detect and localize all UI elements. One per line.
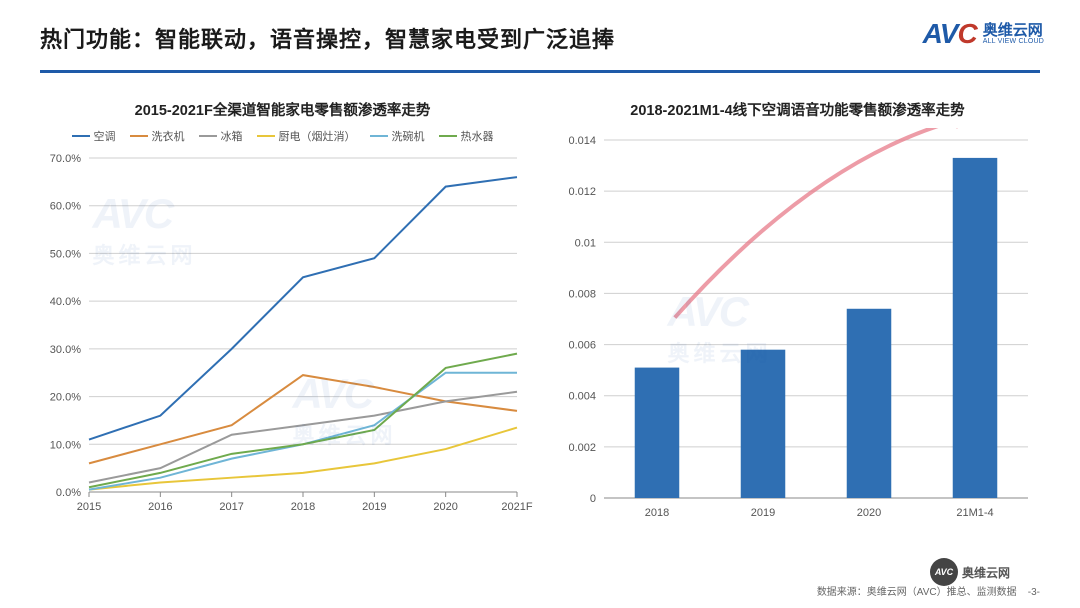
svg-text:2016: 2016: [148, 501, 172, 513]
legend-item: 洗碗机: [370, 128, 425, 144]
svg-text:0.01: 0.01: [574, 237, 595, 249]
legend-item: 厨电（烟灶消）: [257, 128, 356, 144]
svg-text:30.0%: 30.0%: [49, 344, 80, 356]
svg-text:2019: 2019: [362, 501, 386, 513]
badge-text: 奥维云网: [962, 564, 1010, 581]
page-title: 热门功能：智能联动，语音操控，智慧家电受到广泛追捧: [40, 22, 1040, 54]
legend-label: 厨电（烟灶消）: [279, 128, 356, 144]
logo-av: AV: [923, 18, 958, 49]
svg-text:0.008: 0.008: [568, 288, 596, 300]
left-chart-svg: 0.0% 10.0% 20.0% 30.0% 40.0% 50.0% 60.0% 70.0% 2…: [33, 150, 533, 520]
logo-cn: 奥维云网: [983, 23, 1044, 38]
svg-text:21M1-4: 21M1-4: [956, 507, 993, 519]
legend-swatch: [257, 135, 275, 137]
page-number: -3-: [1028, 587, 1040, 598]
svg-text:2020: 2020: [856, 507, 880, 519]
legend-label: 空调: [94, 128, 116, 144]
svg-text:2020: 2020: [433, 501, 457, 513]
svg-text:0: 0: [589, 493, 595, 505]
legend-item: 洗衣机: [130, 128, 185, 144]
badge-logo-icon: AVC: [930, 558, 958, 586]
logo-text: 奥维云网 ALL VIEW CLOUD: [983, 23, 1044, 45]
header: 热门功能：智能联动，语音操控，智慧家电受到广泛追捧: [0, 0, 1080, 64]
svg-text:0.004: 0.004: [568, 391, 596, 403]
svg-text:40.0%: 40.0%: [49, 296, 80, 308]
left-chart-title: 2015-2021F全渠道智能家电零售额渗透率走势: [135, 99, 431, 120]
right-chart: 2018-2021M1-4线下空调语音功能零售额渗透率走势 AVC 奥维云网 0…: [545, 99, 1050, 533]
svg-text:2019: 2019: [750, 507, 774, 519]
right-chart-title: 2018-2021M1-4线下空调语音功能零售额渗透率走势: [630, 99, 964, 120]
legend-swatch: [439, 135, 457, 137]
svg-text:20.0%: 20.0%: [49, 392, 80, 404]
source-text: 数据来源：奥维云网（AVC）推总、监测数据: [817, 587, 1017, 598]
svg-text:2018: 2018: [644, 507, 668, 519]
footer-source: 数据来源：奥维云网（AVC）推总、监测数据 -3-: [817, 583, 1040, 598]
legend-item: 空调: [72, 128, 116, 144]
brand-logo: AVC 奥维云网 ALL VIEW CLOUD: [923, 18, 1044, 50]
svg-text:0.0%: 0.0%: [55, 487, 80, 499]
svg-text:0.006: 0.006: [568, 340, 596, 352]
svg-text:0.002: 0.002: [568, 442, 596, 454]
legend-swatch: [370, 135, 388, 137]
legend-label: 冰箱: [221, 128, 243, 144]
right-plot: AVC 奥维云网 00.0020.0040.0060.0080.010.0120…: [548, 128, 1048, 533]
left-chart: 2015-2021F全渠道智能家电零售额渗透率走势 空调 洗衣机 冰箱 厨电（烟灶消）…: [30, 99, 535, 533]
svg-text:60.0%: 60.0%: [49, 201, 80, 213]
right-chart-svg: 0 0.002 0.004 0.006 0.008 0.01 0.012 0.014 2018 2…: [548, 128, 1048, 528]
logo-en: ALL VIEW CLOUD: [983, 38, 1044, 45]
svg-text:0.014: 0.014: [568, 135, 596, 147]
svg-text:70.0%: 70.0%: [49, 153, 80, 165]
legend-label: 洗碗机: [392, 128, 425, 144]
logo-mark: AVC: [923, 18, 977, 50]
svg-text:10.0%: 10.0%: [49, 439, 80, 451]
svg-text:2018: 2018: [290, 501, 314, 513]
charts-row: 2015-2021F全渠道智能家电零售额渗透率走势 空调 洗衣机 冰箱 厨电（烟灶消）…: [0, 73, 1080, 533]
legend-item: 热水器: [439, 128, 494, 144]
legend-label: 洗衣机: [152, 128, 185, 144]
legend-label: 热水器: [461, 128, 494, 144]
footer-badge: AVC 奥维云网: [930, 558, 1010, 586]
svg-text:2017: 2017: [219, 501, 243, 513]
svg-text:50.0%: 50.0%: [49, 248, 80, 260]
logo-swoosh: C: [957, 18, 976, 49]
legend-swatch: [72, 135, 90, 137]
legend-item: 冰箱: [199, 128, 243, 144]
left-chart-legend: 空调 洗衣机 冰箱 厨电（烟灶消） 洗碗机 热水器: [72, 128, 494, 144]
svg-text:2021F: 2021F: [501, 501, 532, 513]
legend-swatch: [199, 135, 217, 137]
legend-swatch: [130, 135, 148, 137]
left-plot: AVC 奥维云网 AVC 奥维云网 0.0%10.0%20.0%30.0%40.…: [33, 150, 533, 525]
svg-text:2015: 2015: [76, 501, 100, 513]
svg-text:0.012: 0.012: [568, 186, 596, 198]
